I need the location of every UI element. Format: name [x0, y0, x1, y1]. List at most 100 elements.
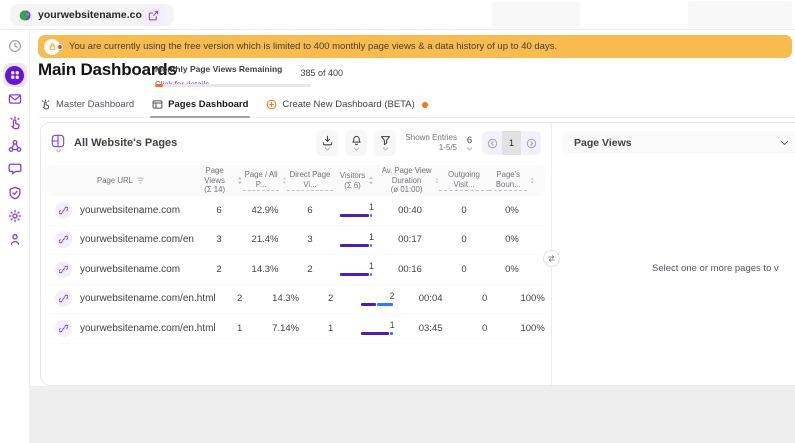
hand-gesture-icon	[40, 99, 51, 110]
page-url: yourwebsitename.com/en.html	[80, 322, 216, 334]
column-sub-label: (Σ 6)	[344, 180, 361, 190]
direct-views-cell: 6	[307, 204, 313, 216]
direct-views-cell: 2	[307, 263, 313, 275]
open-website-button[interactable]	[142, 4, 164, 26]
arrows-left-right-icon	[548, 255, 555, 262]
page-url: yourwebsitename.com/en.html	[80, 293, 216, 305]
sidebar-item-settings[interactable]	[8, 209, 22, 223]
filter-button[interactable]	[374, 130, 397, 156]
download-icon	[322, 135, 332, 146]
bounce-cell: 0%	[505, 263, 519, 275]
widget-type-button[interactable]	[51, 134, 65, 153]
page-link-button[interactable]	[55, 201, 72, 219]
bounce-cell: 0%	[505, 204, 519, 216]
visitors-bar	[360, 302, 395, 306]
page-share-cell: 14.3%	[272, 293, 300, 305]
visitors-count: 1	[368, 202, 374, 213]
sidebar-item-network[interactable]	[8, 139, 22, 153]
table-row[interactable]: yourwebsitename.com 6 42.9% 6 1 00:40 0 0%	[47, 196, 545, 226]
external-link-icon	[148, 10, 159, 21]
page-link-button[interactable]	[55, 260, 72, 278]
tab-create-new-dashboard-beta[interactable]: Create New Dashboard (BETA)	[264, 96, 429, 117]
table-row[interactable]: yourwebsitename.com/en.html 1 7.14% 1 1 03:45…	[47, 314, 545, 344]
column-header-visitors[interactable]: Visitors (Σ 6)	[333, 171, 381, 190]
topbar: yourwebsitename.com	[0, 0, 795, 30]
sidebar-item-privacy[interactable]	[8, 186, 22, 200]
sidebar-item-interactions[interactable]	[8, 116, 22, 130]
tab-pages-dashboard[interactable]: Pages Dashboard	[150, 96, 251, 118]
topbar-placeholder-block	[492, 2, 580, 28]
arrow-left-circle-icon	[487, 138, 497, 148]
topbar-placeholder-block-2	[688, 1, 792, 28]
page-title: Main Dashboards	[38, 60, 177, 79]
visitors-bar	[360, 332, 395, 336]
previous-page-button[interactable]	[482, 131, 502, 155]
chevron-down-icon	[324, 147, 331, 151]
website-selector[interactable]: yourwebsitename.com	[10, 4, 175, 26]
sort-icon	[283, 177, 287, 184]
history-clock-icon[interactable]	[8, 39, 22, 53]
column-header-text: Page URL	[97, 176, 133, 186]
alerts-button[interactable]	[345, 130, 368, 156]
tab-label: Pages Dashboard	[168, 99, 249, 110]
bell-icon	[352, 135, 361, 146]
link-icon	[59, 295, 68, 303]
outgoing-cell: 0	[481, 322, 488, 334]
page-link-button[interactable]	[55, 231, 72, 249]
column-header-outgoing-visit[interactable]: Outgoing Visit...	[439, 170, 489, 191]
page-views-panel: Page Views Select one or more pages to v	[552, 123, 795, 385]
browser-pages-icon	[152, 99, 163, 110]
column-header-page-s-boun[interactable]: Page's Boun...	[489, 170, 535, 191]
pagination: 1	[482, 131, 541, 155]
tab-master-dashboard[interactable]: Master Dashboard	[38, 96, 136, 117]
sidebar-item-dashboards-active[interactable]	[2, 63, 27, 87]
widget-layout-icon	[51, 134, 65, 147]
page-url-cell: yourwebsitename.com/en.html	[47, 319, 216, 337]
table-toolbar: Shown Entries 1-5/5 6 1	[316, 130, 541, 156]
shown-entries-value: 1-5/5	[438, 143, 457, 152]
table-row[interactable]: yourwebsitename.com/en 3 21.4% 3 1 00:17 0 0%	[47, 226, 545, 255]
blue-bar-segment	[390, 332, 393, 336]
sidebar-item-messages[interactable]	[8, 162, 22, 176]
column-header-page-views[interactable]: Page Views (Σ 14)	[195, 166, 243, 195]
outgoing-cell: 0	[461, 234, 467, 246]
quota-progress-fill	[155, 84, 163, 87]
page-link-button[interactable]	[55, 290, 72, 308]
table-row[interactable]: yourwebsitename.com/en.html 2 14.3% 2 2 00:04…	[47, 285, 545, 314]
tab-label: Master Dashboard	[56, 99, 135, 110]
bounce-cell: 100%	[520, 322, 545, 334]
column-header-direct-page-vi[interactable]: Direct Page Vi...	[287, 170, 333, 191]
page-views-accordion[interactable]: Page Views	[562, 131, 795, 154]
duration-cell: 00:40	[398, 204, 422, 216]
sidebar-item-account[interactable]	[8, 232, 22, 246]
chevron-down-icon	[353, 147, 360, 151]
collapse-panel-button[interactable]	[543, 250, 560, 267]
page-views-cell: 2	[216, 263, 222, 275]
visitors-bar	[340, 214, 374, 218]
column-label: Outgoing Visit...	[439, 170, 489, 191]
chevron-down-icon	[466, 147, 473, 151]
visitors-count: 1	[389, 320, 395, 331]
column-label: Page's Boun...	[489, 170, 528, 191]
column-header-text: Page Views (Σ 14)	[195, 166, 234, 195]
column-header-page-all-p[interactable]: Page / All P...	[243, 170, 287, 191]
page-size-select[interactable]: 6	[466, 135, 473, 151]
column-header-text: Av. Page View Duration (ø 01:00)	[381, 166, 432, 195]
alert-dot	[57, 43, 63, 50]
table-row[interactable]: yourwebsitename.com 2 14.3% 2 1 00:16 0 0%	[47, 255, 545, 285]
duration-cell: 00:16	[398, 263, 422, 275]
chevron-down-icon	[55, 148, 61, 152]
sidebar-item-mail[interactable]	[8, 92, 22, 106]
next-page-button[interactable]	[521, 131, 541, 155]
tabs: Master Dashboard Pages Dashboard Create Ne…	[38, 96, 795, 118]
sort-icon	[238, 176, 242, 185]
table-pane: All Website's Pages	[41, 123, 551, 385]
website-logo-icon	[19, 9, 32, 22]
current-page[interactable]: 1	[502, 131, 521, 155]
page-link-button[interactable]	[55, 319, 72, 337]
sort-icon	[435, 178, 439, 183]
page-url-cell: yourwebsitename.com	[47, 201, 195, 219]
export-button[interactable]	[316, 130, 339, 156]
column-header-page-url[interactable]: Page URL	[47, 176, 195, 186]
column-header-av-page-view-duration[interactable]: Av. Page View Duration (ø 01:00)	[381, 166, 439, 195]
